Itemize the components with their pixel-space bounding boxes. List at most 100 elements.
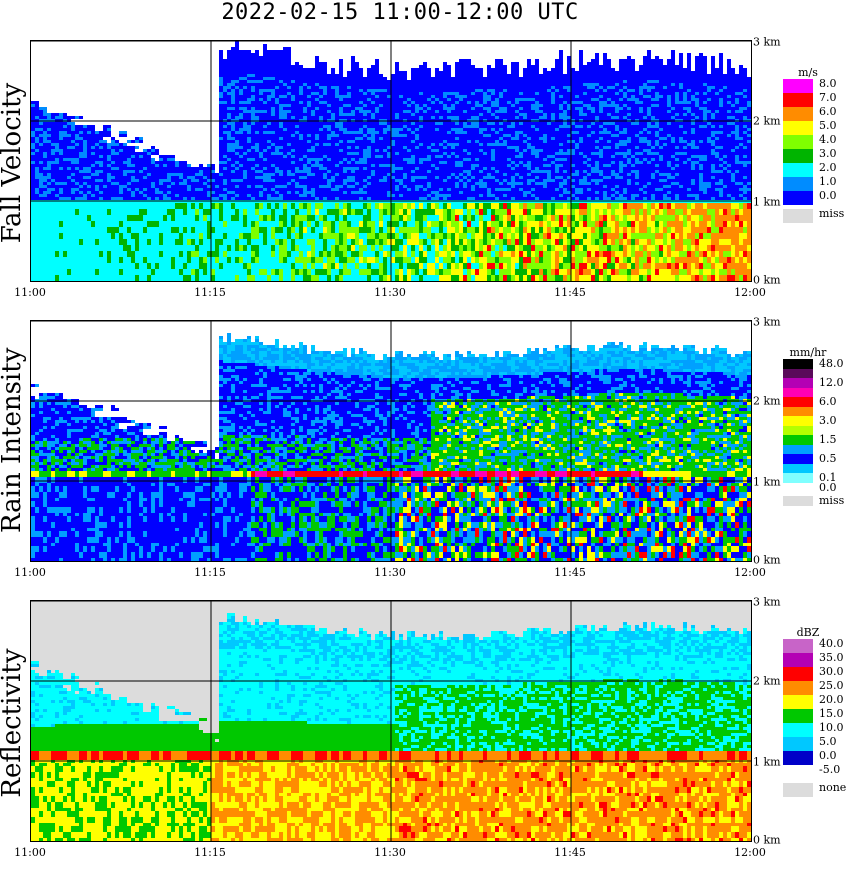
heatmap-cell (687, 158, 691, 161)
heatmap-cell (231, 113, 239, 116)
heatmap-cell (523, 191, 531, 194)
heatmap-cell (247, 131, 251, 134)
heatmap-cell (163, 191, 167, 194)
heatmap-cell (435, 167, 439, 170)
heatmap-cell (391, 245, 399, 248)
heatmap-cell (403, 236, 407, 239)
heatmap-cell (295, 98, 315, 101)
heatmap-cell (483, 209, 487, 212)
heatmap-cell (659, 206, 663, 209)
heatmap-cell (415, 137, 419, 140)
heatmap-cell (79, 209, 107, 212)
heatmap-cell (731, 149, 735, 152)
heatmap-cell (679, 158, 687, 161)
heatmap-cell (659, 143, 663, 146)
heatmap-cell (511, 251, 515, 254)
heatmap-cell (491, 206, 499, 209)
heatmap-cell (699, 170, 711, 173)
heatmap-cell (547, 185, 559, 188)
heatmap-cell (687, 203, 691, 206)
heatmap-cell (299, 203, 303, 206)
heatmap-cell (231, 80, 239, 83)
heatmap-cell (647, 227, 651, 230)
heatmap-cell (355, 176, 367, 179)
heatmap-cell (487, 152, 491, 155)
heatmap-cell (647, 116, 651, 119)
heatmap-cell (515, 101, 519, 104)
heatmap-cell (655, 227, 659, 230)
heatmap-cell (199, 245, 215, 248)
heatmap-cell (695, 131, 711, 134)
heatmap-cell (471, 107, 475, 110)
heatmap-cell (399, 212, 403, 215)
heatmap-cell (491, 212, 495, 215)
heatmap-cell (71, 245, 111, 248)
heatmap-cell (427, 176, 435, 179)
heatmap-cell (391, 203, 395, 206)
heatmap-cell (63, 167, 67, 170)
heatmap-cell (415, 161, 419, 164)
heatmap-cell (239, 86, 243, 89)
heatmap-cell (383, 245, 391, 248)
heatmap-cell (247, 194, 251, 197)
heatmap-cell (727, 68, 735, 71)
fall-velocity-panel: Fall Velocity 11:00 11:15 11:30 11:45 12… (0, 36, 850, 322)
heatmap-cell (263, 215, 267, 218)
heatmap-cell (507, 110, 515, 113)
heatmap-cell (471, 248, 475, 251)
heatmap-cell (399, 224, 403, 227)
heatmap-cell (243, 170, 247, 173)
heatmap-cell (535, 80, 575, 83)
heatmap-cell (391, 173, 403, 176)
heatmap-cell (739, 65, 743, 68)
heatmap-cell (651, 116, 655, 119)
heatmap-cell (415, 248, 419, 251)
heatmap-cell (527, 62, 531, 65)
heatmap-cell (291, 179, 295, 182)
heatmap-cell (203, 188, 223, 191)
heatmap-cell (599, 167, 619, 170)
heatmap-cell (635, 242, 639, 245)
heatmap-cell (411, 233, 419, 236)
heatmap-cell (531, 143, 559, 146)
heatmap-cell (571, 227, 575, 230)
heatmap-cell (559, 242, 563, 245)
heatmap-cell (403, 254, 407, 257)
heatmap-cell (575, 164, 587, 167)
heatmap-cell (583, 218, 587, 221)
heatmap-cell (499, 137, 503, 140)
heatmap-cell (419, 167, 435, 170)
heatmap-cell (547, 224, 551, 227)
heatmap-cell (603, 251, 611, 254)
heatmap-cell (739, 221, 743, 224)
heatmap-cell (579, 218, 583, 221)
heatmap-cell (411, 251, 415, 254)
heatmap-cell (671, 161, 683, 164)
heatmap-cell (623, 236, 627, 239)
heatmap-cell (147, 227, 171, 230)
heatmap-cell (411, 248, 415, 251)
heatmap-cell (255, 254, 259, 257)
heatmap-cell (339, 89, 359, 92)
heatmap-cell (31, 251, 55, 254)
heatmap-cell (139, 245, 179, 248)
heatmap-cell (67, 167, 71, 170)
heatmap-cell (463, 206, 467, 209)
heatmap-cell (335, 245, 339, 248)
heatmap-cell (443, 155, 447, 158)
heatmap-cell (31, 176, 35, 179)
heatmap-cell (555, 248, 563, 251)
heatmap-cell (559, 236, 563, 239)
heatmap-cell (607, 224, 615, 227)
heatmap-cell (691, 89, 707, 92)
heatmap-cell (455, 218, 459, 221)
heatmap-cell (315, 146, 347, 149)
heatmap-cell (375, 164, 379, 167)
heatmap-cell (43, 122, 67, 125)
heatmap-cell (479, 158, 491, 161)
heatmap-cell (223, 206, 231, 209)
heatmap-cell (603, 194, 607, 197)
heatmap-cell (571, 203, 579, 206)
heatmap-cell (495, 152, 519, 155)
heatmap-cell (479, 131, 483, 134)
